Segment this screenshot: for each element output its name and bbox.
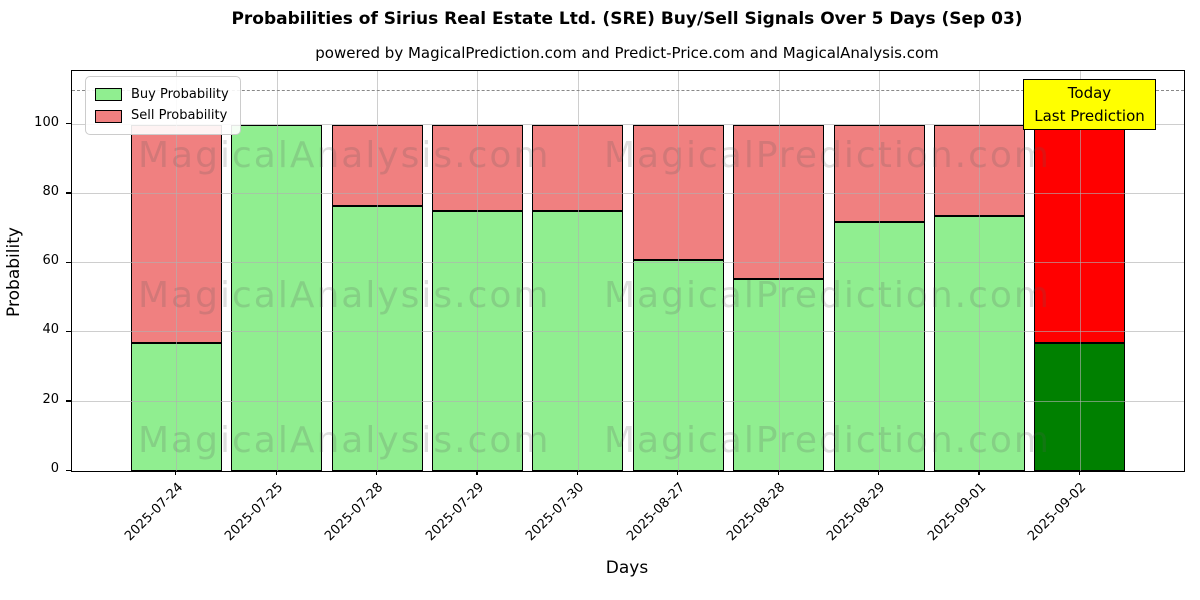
y-tick-label: 60 bbox=[42, 253, 59, 269]
buy-segment bbox=[532, 211, 624, 471]
y-tick-label: 20 bbox=[42, 391, 59, 407]
x-tick-label-text: 2025-07-28 bbox=[322, 480, 387, 545]
chart-title: Probabilities of Sirius Real Estate Ltd.… bbox=[231, 9, 1023, 29]
x-tick-mark bbox=[777, 470, 779, 475]
x-tick-mark bbox=[1078, 470, 1081, 475]
sell-segment bbox=[933, 124, 1025, 217]
y-tick-mark bbox=[66, 261, 71, 263]
x-tick-mark bbox=[978, 470, 980, 475]
sell-swatch-icon bbox=[95, 109, 122, 123]
x-tick-label-text: 2025-08-29 bbox=[824, 480, 889, 545]
y-tick-mark bbox=[66, 192, 71, 194]
stacked-bar-2025-07-24 bbox=[130, 124, 222, 471]
legend-label-buy: Buy Probability bbox=[131, 87, 229, 102]
bar-slot bbox=[829, 71, 929, 471]
bar-slot bbox=[728, 71, 828, 471]
x-tick-label-text: 2025-07-24 bbox=[121, 480, 186, 545]
y-tick-mark bbox=[66, 330, 71, 333]
sell-segment bbox=[431, 124, 523, 212]
stacked-bar-2025-07-28 bbox=[331, 124, 423, 471]
x-tick-label-text: 2025-08-28 bbox=[724, 480, 789, 545]
buy-segment bbox=[933, 216, 1025, 471]
x-tick-mark bbox=[476, 470, 478, 475]
sell-segment bbox=[1034, 124, 1126, 343]
buy-segment bbox=[130, 342, 222, 471]
buy-segment bbox=[1034, 342, 1126, 471]
x-axis-ticks: 2025-07-24 2025-07-25 2025-07-28 2025-07-29… bbox=[71, 470, 1183, 560]
bar-slot bbox=[929, 71, 1029, 471]
y-tick-label: 40 bbox=[42, 322, 59, 338]
sell-segment bbox=[331, 124, 423, 207]
x-tick-label-text: 2025-07-29 bbox=[422, 480, 487, 545]
x-tick-mark bbox=[677, 470, 679, 475]
sell-segment bbox=[632, 124, 724, 260]
x-tick-label-text: 2025-09-02 bbox=[1025, 480, 1090, 545]
buy-segment bbox=[431, 211, 523, 471]
y-tick-mark bbox=[66, 469, 71, 471]
buy-segment bbox=[231, 124, 323, 471]
plot-area: MagicalAnalysis.com MagicalPrediction.com… bbox=[71, 70, 1185, 472]
y-axis-ticks: 0 20 40 60 80 100 bbox=[0, 70, 71, 476]
y-tick-label: 80 bbox=[42, 183, 59, 199]
buy-segment bbox=[833, 221, 925, 471]
annotation-line-2: Last Prediction bbox=[1034, 106, 1145, 125]
stacked-bar-2025-07-25 bbox=[231, 124, 323, 471]
buy-segment bbox=[632, 259, 724, 471]
dashed-guideline bbox=[72, 90, 1184, 92]
sell-segment bbox=[833, 124, 925, 222]
x-tick-label-text: 2025-07-30 bbox=[523, 480, 588, 545]
sell-segment bbox=[532, 124, 624, 212]
sell-segment bbox=[733, 124, 825, 279]
y-tick-label: 100 bbox=[34, 114, 59, 130]
x-tick-mark bbox=[376, 470, 378, 475]
today-annotation: Today Last Prediction bbox=[1023, 79, 1156, 130]
x-tick-label-text: 2025-08-27 bbox=[623, 480, 688, 545]
x-tick-mark bbox=[878, 470, 880, 475]
annotation-line-1: Today bbox=[1067, 84, 1112, 102]
chart-subtitle: powered by MagicalPrediction.com and Pre… bbox=[315, 44, 939, 62]
bar-slot bbox=[327, 71, 427, 471]
stacked-bar-2025-09-02 bbox=[1034, 124, 1126, 471]
y-tick-mark bbox=[66, 400, 71, 402]
stacked-bar-2025-08-27 bbox=[632, 124, 724, 471]
x-tick-label-text: 2025-09-01 bbox=[924, 480, 989, 545]
x-tick-mark bbox=[576, 470, 579, 475]
stacked-bar-2025-08-29 bbox=[833, 124, 925, 471]
stacked-bar-2025-07-30 bbox=[532, 124, 624, 471]
x-tick-label-text: 2025-07-25 bbox=[222, 480, 287, 545]
legend-item-sell: Sell Probability bbox=[95, 105, 229, 126]
stacked-bar-2025-08-28 bbox=[733, 124, 825, 471]
sell-segment bbox=[130, 124, 222, 343]
legend: Buy Probability Sell Probability bbox=[85, 76, 241, 135]
y-tick-mark bbox=[66, 123, 71, 125]
x-axis-label: Days bbox=[605, 558, 649, 578]
buy-segment bbox=[331, 206, 423, 471]
bar-slot bbox=[528, 71, 628, 471]
legend-label-sell: Sell Probability bbox=[131, 108, 228, 124]
x-tick-mark bbox=[275, 470, 277, 475]
x-tick-mark bbox=[175, 470, 177, 475]
bar-slot bbox=[427, 71, 527, 471]
buy-segment bbox=[733, 278, 825, 471]
legend-item-buy: Buy Probability bbox=[95, 84, 229, 105]
bar-slot bbox=[226, 71, 326, 471]
buy-swatch-icon bbox=[95, 88, 122, 102]
bar-slot bbox=[1030, 71, 1130, 471]
stacked-bar-2025-09-01 bbox=[933, 124, 1025, 471]
bar-slot bbox=[628, 71, 728, 471]
y-tick-label: 0 bbox=[50, 461, 59, 476]
stacked-bar-2025-07-29 bbox=[431, 124, 523, 471]
